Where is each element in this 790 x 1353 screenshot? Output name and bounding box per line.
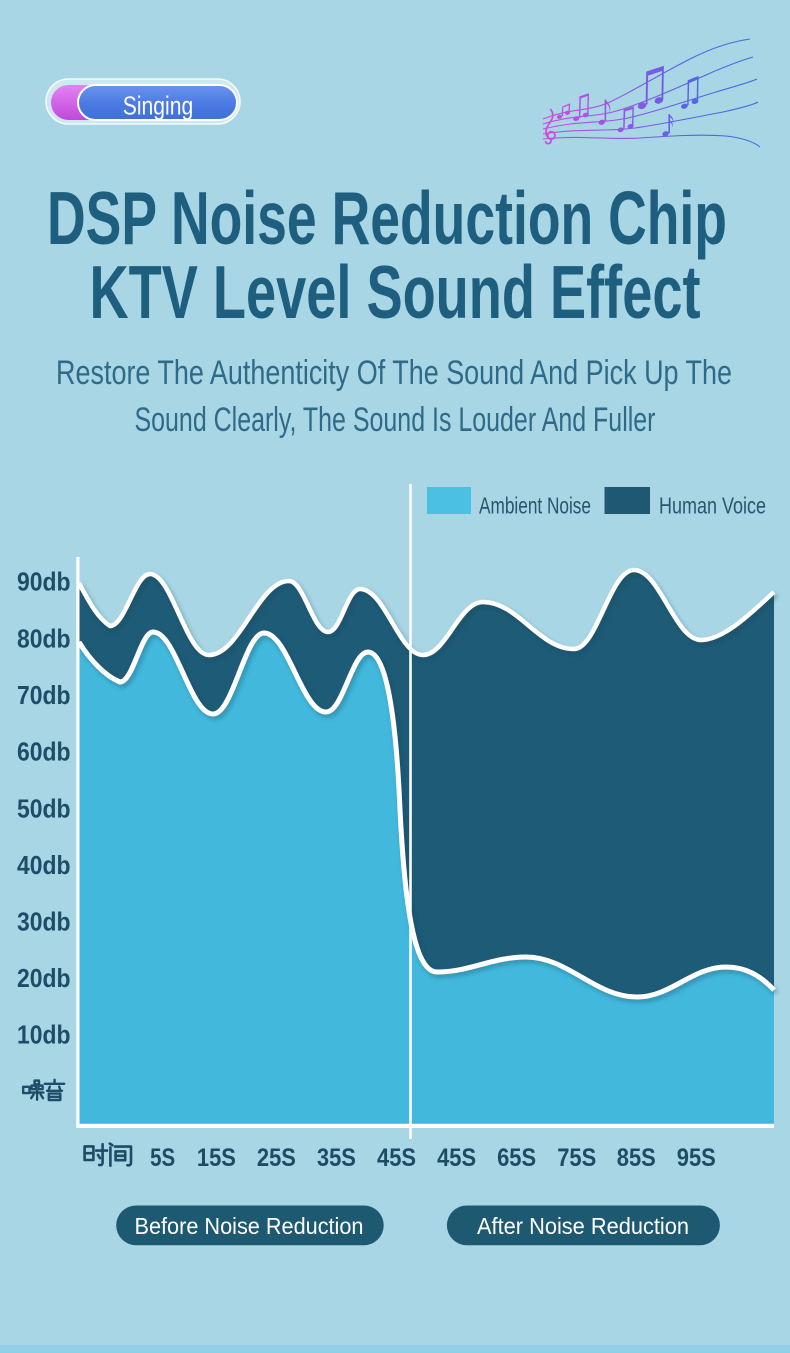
svg-text:15S: 15S [197, 1144, 236, 1172]
svg-text:40db: 40db [17, 850, 71, 880]
svg-text:70db: 70db [17, 680, 71, 710]
svg-text:50db: 50db [17, 793, 71, 823]
svg-text:85S: 85S [617, 1144, 656, 1172]
svg-text:5S: 5S [150, 1144, 175, 1172]
svg-text:Singing: Singing [123, 90, 193, 120]
svg-text:30db: 30db [17, 906, 71, 936]
svg-text:10db: 10db [17, 1019, 71, 1049]
svg-text:35S: 35S [317, 1144, 356, 1172]
svg-text:Before Noise Reduction: Before Noise Reduction [135, 1213, 364, 1239]
svg-text:60db: 60db [17, 736, 71, 766]
svg-text:25S: 25S [257, 1144, 296, 1172]
svg-text:Human Voice: Human Voice [659, 493, 766, 519]
svg-text:Sound Clearly, The Sound Is Lo: Sound Clearly, The Sound Is Louder And F… [135, 401, 656, 439]
svg-text:Restore The Authenticity Of Th: Restore The Authenticity Of The Sound An… [56, 354, 732, 392]
svg-text:45S: 45S [437, 1144, 476, 1172]
svg-text:65S: 65S [497, 1144, 536, 1172]
svg-text:20db: 20db [17, 963, 71, 993]
svg-text:After Noise Reduction: After Noise Reduction [477, 1213, 689, 1239]
svg-text:DSP Noise Reduction Chip: DSP Noise Reduction Chip [47, 176, 727, 260]
svg-text:90db: 90db [17, 566, 71, 596]
svg-text:45S: 45S [377, 1144, 416, 1172]
svg-text:75S: 75S [557, 1144, 596, 1172]
svg-text:Ambient Noise: Ambient Noise [479, 493, 591, 519]
svg-text:80db: 80db [17, 623, 71, 653]
svg-text:KTV Level Sound Effect: KTV Level Sound Effect [90, 250, 701, 334]
svg-text:95S: 95S [677, 1144, 716, 1172]
